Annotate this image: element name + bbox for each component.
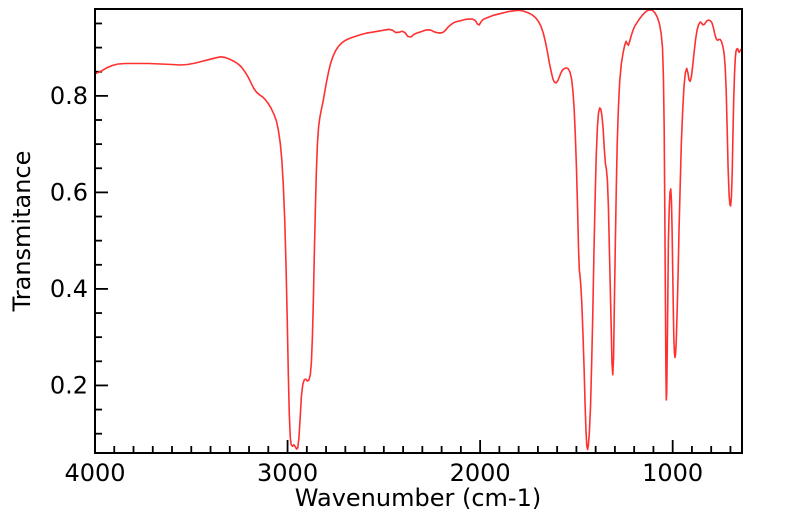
x-tick-label: 1000	[642, 459, 703, 487]
x-axis-title: Wavenumber (cm-1)	[295, 484, 541, 512]
spectrum-line	[94, 9, 743, 451]
plot-frame	[94, 8, 743, 454]
y-tick-label: 0.2	[50, 371, 88, 399]
x-tick-label: 2000	[450, 459, 511, 487]
x-tick-label: 4000	[64, 459, 125, 487]
tick-labels: 4000 3000 2000 1000 0.2 0.4 0.6 0.8	[50, 82, 703, 487]
y-axis-title: Transmitance	[8, 151, 36, 313]
y-tick-label: 0.8	[50, 82, 88, 110]
y-tick-label: 0.4	[50, 275, 88, 303]
y-tick-label: 0.6	[50, 178, 88, 206]
plot-axes	[94, 22, 732, 453]
x-tick-label: 3000	[257, 459, 318, 487]
